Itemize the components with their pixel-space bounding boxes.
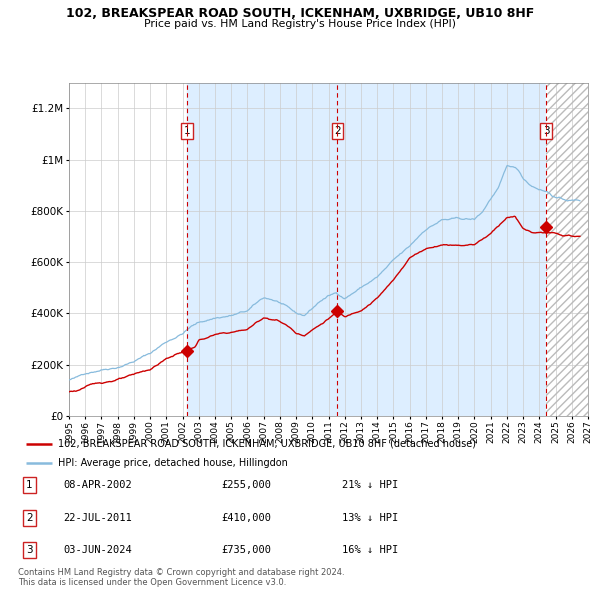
- Text: 1: 1: [184, 126, 190, 136]
- Text: 2: 2: [26, 513, 32, 523]
- Bar: [69, 83, 187, 416]
- Bar: [187, 83, 546, 416]
- Text: 13% ↓ HPI: 13% ↓ HPI: [341, 513, 398, 523]
- Text: HPI: Average price, detached house, Hillingdon: HPI: Average price, detached house, Hill…: [58, 458, 288, 468]
- Text: 2: 2: [334, 126, 341, 136]
- Text: 102, BREAKSPEAR ROAD SOUTH, ICKENHAM, UXBRIDGE, UB10 8HF: 102, BREAKSPEAR ROAD SOUTH, ICKENHAM, UX…: [66, 7, 534, 20]
- Text: 1: 1: [26, 480, 32, 490]
- Bar: [546, 83, 588, 416]
- Text: Price paid vs. HM Land Registry's House Price Index (HPI): Price paid vs. HM Land Registry's House …: [144, 19, 456, 30]
- Text: Contains HM Land Registry data © Crown copyright and database right 2024.
This d: Contains HM Land Registry data © Crown c…: [18, 568, 344, 587]
- Text: 22-JUL-2011: 22-JUL-2011: [64, 513, 133, 523]
- Text: 08-APR-2002: 08-APR-2002: [64, 480, 133, 490]
- Text: 21% ↓ HPI: 21% ↓ HPI: [341, 480, 398, 490]
- Text: 3: 3: [26, 545, 32, 555]
- Text: 16% ↓ HPI: 16% ↓ HPI: [341, 545, 398, 555]
- Text: 3: 3: [543, 126, 550, 136]
- Text: £410,000: £410,000: [221, 513, 271, 523]
- Text: 102, BREAKSPEAR ROAD SOUTH, ICKENHAM, UXBRIDGE, UB10 8HF (detached house): 102, BREAKSPEAR ROAD SOUTH, ICKENHAM, UX…: [58, 439, 476, 449]
- Bar: [546, 83, 588, 416]
- Text: £255,000: £255,000: [221, 480, 271, 490]
- Text: 03-JUN-2024: 03-JUN-2024: [64, 545, 133, 555]
- Text: £735,000: £735,000: [221, 545, 271, 555]
